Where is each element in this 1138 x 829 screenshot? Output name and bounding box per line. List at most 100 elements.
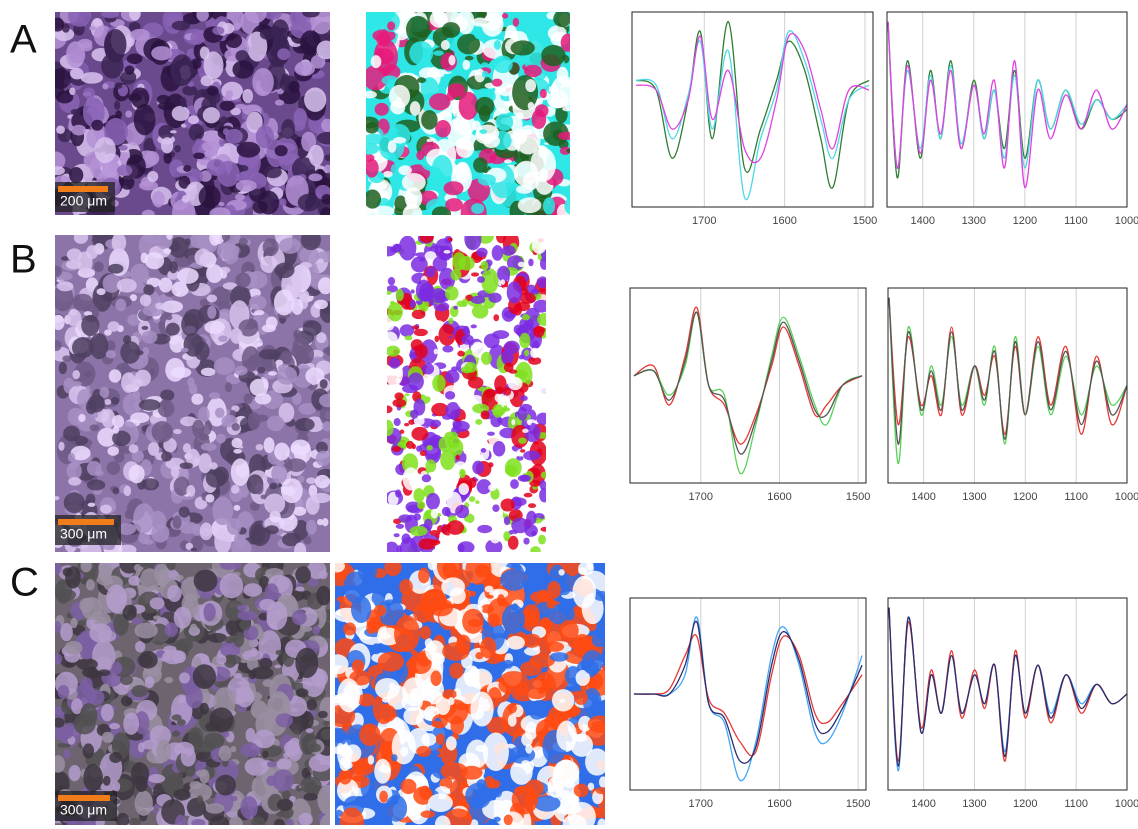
blob [502,245,516,256]
blob [129,465,145,484]
blob [435,336,440,343]
blob [530,348,540,358]
blob [508,714,517,726]
blob [120,674,133,685]
blob [453,306,457,310]
blob [135,791,153,816]
blob [226,33,242,48]
blob [74,231,88,244]
blob [403,467,420,490]
blob [225,382,232,392]
blob [223,128,229,135]
blob [520,449,525,453]
blob [426,643,438,652]
blob [524,493,533,498]
blob [196,770,207,777]
blob [191,548,197,552]
blob [529,706,544,720]
blob [321,119,334,132]
blob [144,539,154,544]
blob [435,69,445,77]
blob [190,624,198,634]
blob [408,373,424,391]
blob [267,353,275,359]
blob [492,330,509,339]
blob [225,655,241,665]
blob [56,126,65,134]
blob [462,299,468,307]
blob [212,27,224,35]
blob [235,50,248,62]
blob [318,711,328,718]
blob [174,145,181,152]
blob [479,129,487,134]
blob [387,21,395,30]
blob [365,122,379,134]
blob [378,652,404,672]
blob [306,477,316,484]
blob [307,699,318,711]
blob [300,262,312,268]
blob [414,329,428,336]
blob [73,381,82,386]
blob [435,120,451,137]
blob [385,795,407,822]
blob [204,51,224,79]
blob [63,749,70,759]
blob [406,441,414,449]
blob [254,729,275,748]
blob [442,689,456,699]
blob [159,277,172,292]
blob [57,743,67,748]
blob [392,446,401,452]
blob [126,697,132,704]
blob [111,397,119,405]
blob [125,110,132,117]
blob [245,757,269,775]
blob [101,8,119,18]
blob [415,777,425,783]
blob [145,151,160,165]
blob [477,431,489,443]
blob [546,642,564,652]
blob [94,262,104,272]
blob [151,523,169,542]
blob [483,134,500,148]
blob [596,787,608,794]
blob [523,538,529,545]
blob [157,95,170,104]
blob [432,155,453,184]
blob [421,733,436,746]
blob [181,348,189,353]
scale-bar [58,186,108,192]
blob [352,659,365,673]
blob [291,440,310,456]
blob [51,68,70,89]
blob [310,376,317,386]
blob [170,130,177,133]
blob [113,426,119,434]
blob [91,120,103,131]
blob [527,420,532,426]
blob [411,427,428,441]
blob [532,109,547,129]
blob [145,252,164,269]
spectrum-line [636,31,869,200]
blob [518,197,541,213]
blob [488,484,496,491]
blob [404,423,409,427]
blob [435,238,453,260]
blob [88,503,96,507]
blob [428,794,453,813]
blob [238,681,245,685]
blob [446,736,457,750]
blob [112,415,124,428]
blob [184,333,204,357]
x-tick-label: 1300 [962,798,986,810]
blob [421,810,436,818]
blob [220,559,238,570]
blob [520,395,527,401]
blob [319,394,337,407]
blob [388,277,395,285]
blob [179,672,190,683]
